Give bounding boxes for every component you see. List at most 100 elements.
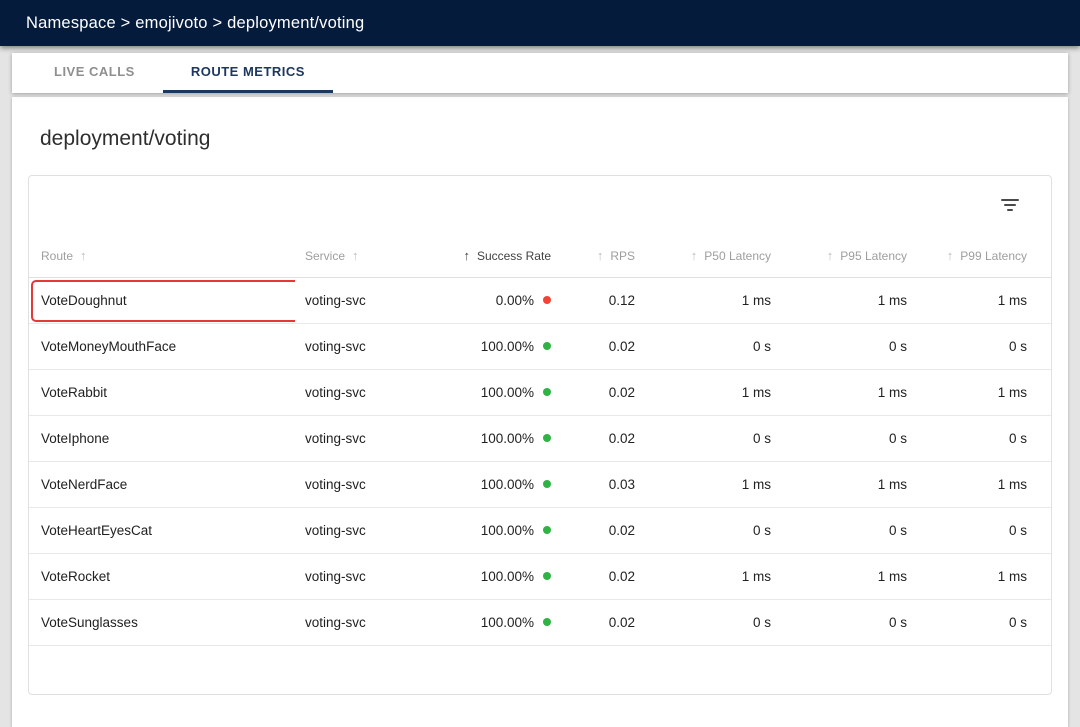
success-status-dot — [543, 342, 551, 351]
rps-cell: 0.03 — [561, 461, 645, 508]
breadcrumb[interactable]: Namespace > emojivoto > deployment/votin… — [26, 13, 365, 32]
p99-value: 1 ms — [997, 385, 1027, 400]
column-header-route[interactable]: Route ↑ — [29, 234, 295, 278]
route-value: VoteIphone — [41, 431, 110, 446]
card-toolbar — [29, 176, 1051, 234]
route-cell: VoteRocket — [29, 553, 295, 600]
success_rate-value: 100.00% — [480, 339, 534, 354]
service-value: voting-svc — [305, 293, 366, 308]
rps-cell: 0.02 — [561, 599, 645, 646]
route-value: VoteHeartEyesCat — [41, 523, 153, 538]
route-cell: VoteDoughnut — [29, 277, 295, 324]
route-metrics-table: Route ↑ Service ↑ ↑ Success Rate ↑ RPS ↑ P50 Late… — [29, 234, 1051, 646]
success_rate-cell: 100.00% — [445, 461, 561, 508]
service-value: voting-svc — [305, 569, 366, 584]
route-value: VoteDoughnut — [41, 293, 127, 308]
p50-value: 0 s — [752, 339, 771, 354]
filter-list-icon — [1004, 204, 1016, 206]
sort-arrow-icon: ↑ — [596, 248, 604, 263]
p99-cell: 1 ms — [917, 553, 1051, 600]
p95-value: 1 ms — [877, 385, 907, 400]
column-label: RPS — [610, 249, 635, 263]
p95-cell: 0 s — [781, 323, 917, 370]
p99-cell: 0 s — [917, 415, 1051, 462]
p50-value: 0 s — [752, 431, 771, 446]
tab-bar: LIVE CALLS ROUTE METRICS — [12, 53, 1068, 93]
success_rate-value: 100.00% — [480, 615, 534, 630]
table-row: VoteRocket voting-svc 100.00% 0.02 1 ms 1 ms 1… — [29, 553, 1051, 600]
route-cell: VoteIphone — [29, 415, 295, 462]
p95-value: 1 ms — [877, 477, 907, 492]
p50-value: 1 ms — [741, 477, 771, 492]
column-header-rps[interactable]: ↑ RPS — [561, 234, 645, 278]
rps-value: 0.02 — [608, 569, 635, 584]
service-value: voting-svc — [305, 477, 366, 492]
success_rate-value: 100.00% — [480, 569, 534, 584]
sort-arrow-icon: ↑ — [690, 248, 698, 263]
p50-cell: 0 s — [645, 323, 781, 370]
column-header-p50-latency[interactable]: ↑ P50 Latency — [645, 234, 781, 278]
p95-value: 0 s — [888, 615, 907, 630]
column-header-p99-latency[interactable]: ↑ P99 Latency — [917, 234, 1051, 278]
table-row: VoteRabbit voting-svc 100.00% 0.02 1 ms 1 ms 1… — [29, 369, 1051, 416]
filter-list-icon — [1001, 199, 1019, 201]
service-cell: voting-svc — [295, 369, 445, 416]
p50-cell: 1 ms — [645, 277, 781, 324]
service-cell: voting-svc — [295, 277, 445, 324]
p99-value: 1 ms — [997, 293, 1027, 308]
success_rate-cell: 100.00% — [445, 323, 561, 370]
service-value: voting-svc — [305, 615, 366, 630]
filter-list-icon — [1007, 209, 1013, 211]
success_rate-value: 0.00% — [495, 293, 534, 308]
filter-button[interactable] — [993, 191, 1027, 219]
success_rate-value: 100.00% — [480, 431, 534, 446]
success_rate-value: 100.00% — [480, 523, 534, 538]
service-cell: voting-svc — [295, 599, 445, 646]
p99-value: 1 ms — [997, 477, 1027, 492]
sort-arrow-icon: ↑ — [80, 248, 87, 263]
error-status-dot — [543, 296, 551, 305]
route-value: VoteNerdFace — [41, 477, 128, 492]
p95-value: 0 s — [888, 523, 907, 538]
column-label: Success Rate — [476, 249, 551, 263]
column-header-p95-latency[interactable]: ↑ P95 Latency — [781, 234, 917, 278]
rps-cell: 0.02 — [561, 323, 645, 370]
p95-value: 0 s — [888, 339, 907, 354]
p50-value: 0 s — [752, 615, 771, 630]
route-metrics-card: Route ↑ Service ↑ ↑ Success Rate ↑ RPS ↑ P50 Late… — [28, 175, 1052, 695]
column-label: P50 Latency — [704, 249, 771, 263]
table-row: VoteNerdFace voting-svc 100.00% 0.03 1 ms 1 m… — [29, 461, 1051, 508]
p95-cell: 0 s — [781, 415, 917, 462]
page-title: deployment/voting — [40, 127, 211, 150]
route-cell: VoteNerdFace — [29, 461, 295, 508]
p50-cell: 0 s — [645, 415, 781, 462]
p95-cell: 1 ms — [781, 553, 917, 600]
success-status-dot — [543, 388, 551, 397]
success_rate-cell: 100.00% — [445, 599, 561, 646]
success-status-dot — [543, 618, 551, 627]
p95-cell: 0 s — [781, 507, 917, 554]
p50-cell: 1 ms — [645, 461, 781, 508]
table-row: VoteDoughnut voting-svc 0.00% 0.12 1 ms 1 ms 1… — [29, 277, 1051, 324]
success_rate-value: 100.00% — [480, 477, 534, 492]
p50-value: 1 ms — [741, 385, 771, 400]
table-row: VoteIphone voting-svc 100.00% 0.02 0 s 0 s 0 s — [29, 415, 1051, 462]
success-status-dot — [543, 526, 551, 535]
column-header-service[interactable]: Service ↑ — [295, 234, 445, 278]
service-value: voting-svc — [305, 385, 366, 400]
route-cell: VoteRabbit — [29, 369, 295, 416]
tab-label: LIVE CALLS — [54, 64, 135, 79]
table-row: VoteHeartEyesCat voting-svc 100.00% 0.02 0 s… — [29, 507, 1051, 554]
route-value: VoteSunglasses — [41, 615, 138, 630]
column-header-success-rate[interactable]: ↑ Success Rate — [445, 234, 561, 278]
table-row: VoteSunglasses voting-svc 100.00% 0.02 0 s 0 … — [29, 599, 1051, 646]
rps-value: 0.02 — [608, 339, 635, 354]
rps-cell: 0.02 — [561, 415, 645, 462]
tab-route-metrics[interactable]: ROUTE METRICS — [162, 53, 333, 93]
tab-live-calls[interactable]: LIVE CALLS — [26, 53, 163, 93]
p95-value: 1 ms — [877, 569, 907, 584]
rps-value: 0.02 — [608, 523, 635, 538]
route-value: VoteMoneyMouthFace — [41, 339, 177, 354]
route-cell: VoteHeartEyesCat — [29, 507, 295, 554]
success_rate-cell: 100.00% — [445, 553, 561, 600]
